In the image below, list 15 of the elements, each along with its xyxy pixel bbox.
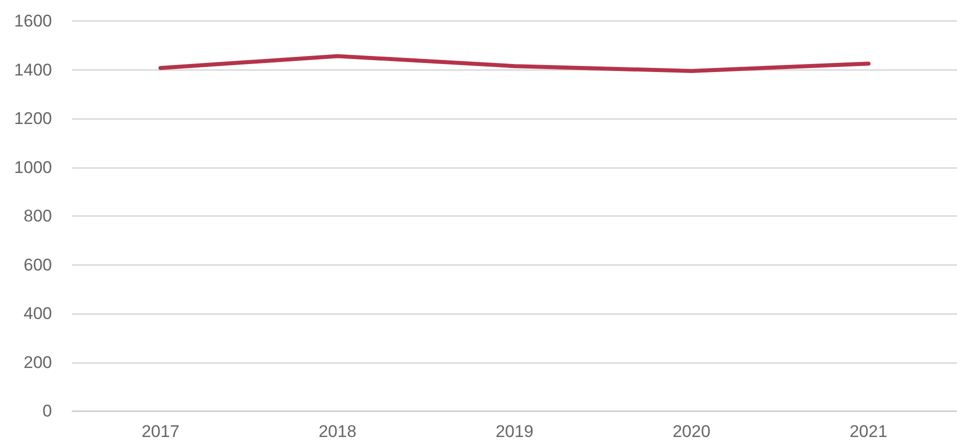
line-series (158, 54, 870, 73)
x-tick-label: 2017 (142, 422, 180, 441)
y-tick-label: 200 (24, 352, 52, 372)
y-tick-label: 1400 (14, 60, 52, 80)
x-tick-label: 2019 (496, 422, 534, 441)
y-tick-label: 1200 (14, 109, 52, 128)
x-tick-label: 2018 (318, 422, 356, 441)
y-tick-label: 600 (24, 255, 52, 274)
y-tick-label: 400 (24, 304, 52, 323)
y-tick-label: 1600 (14, 12, 52, 30)
y-tick-label: 0 (42, 402, 52, 420)
y-tick-label: 800 (24, 206, 52, 226)
y-tick-label: 1000 (14, 158, 52, 177)
x-tick-label: 2020 (672, 422, 710, 441)
x-tick-label: 2021 (850, 422, 888, 441)
